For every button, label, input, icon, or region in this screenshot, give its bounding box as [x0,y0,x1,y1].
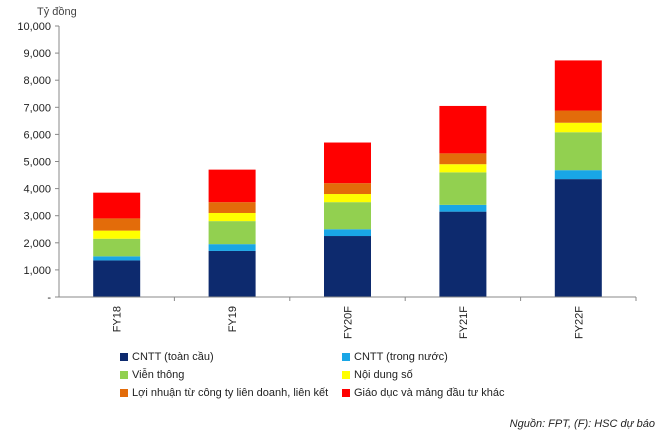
bar-segment [324,202,371,230]
x-tick-label: FY21F [458,306,470,339]
bar-segment [439,153,487,165]
legend-swatch [342,388,350,397]
y-tick-label: 4,000 [23,184,51,196]
legend-swatch [342,352,350,361]
x-tick-label: FY20F [343,306,355,339]
bar-segment [208,202,256,213]
bar-segment [93,218,141,231]
bar-segment [208,221,256,245]
legend-item: Lợi nhuận từ công ty liên doanh, liên kế… [120,385,342,400]
legend: CNTT (toàn cầu) CNTT (trong nước) Viễn thô… [120,349,540,400]
bar-segment [554,132,602,171]
legend-swatch [120,388,128,397]
bar-segment [93,230,141,239]
stacked-bar-chart: Tỷ đồng - 1,000 2,000 3,000 4,000 5,000 6,000 7… [17,6,637,339]
legend-label: Lợi nhuận từ công ty liên doanh, liên kế… [132,386,329,399]
bar-segment [439,172,487,205]
bar-segment [554,122,602,133]
bar-segment [554,170,602,180]
bar-segment [439,204,487,212]
source-note: Nguồn: FPT, (F): HSC dự báo [509,418,655,430]
bar-segment [324,183,371,195]
bar-segment [554,60,602,111]
bar-segment [324,142,371,184]
legend-label: CNTT (toàn cầu) [132,350,214,363]
legend-item: CNTT (trong nước) [342,349,540,364]
legend-swatch [120,370,128,379]
y-tick-label: 6,000 [23,129,51,141]
y-tick-label: 8,000 [23,75,51,87]
bar-segment [554,110,602,123]
legend-item: Nội dung số [342,367,540,382]
bar-segment [324,236,371,297]
legend-swatch [342,370,350,379]
y-axis: - 1,000 2,000 3,000 4,000 5,000 6,000 7,000 8,00… [17,21,60,304]
bar-segment [208,169,256,203]
y-tick-label: - [47,292,51,304]
legend-item: CNTT (toàn cầu) [120,349,342,364]
bar-segment [439,164,487,173]
y-tick-label: 3,000 [23,211,51,223]
x-tick-label: FY18 [112,306,124,332]
bar-segment [208,212,256,222]
bar-segment [208,250,256,297]
bar-segment [439,105,487,154]
y-tick-label: 2,000 [23,238,51,250]
legend-item: Giáo dục và mảng đầu tư khác [342,385,540,400]
x-tick-label: FY22F [573,306,585,339]
y-axis-title: Tỷ đồng [37,6,77,18]
bar-segment [93,260,141,297]
y-tick-label: 7,000 [23,102,51,114]
legend-label: CNTT (trong nước) [354,350,448,363]
y-tick-label: 10,000 [17,21,51,33]
y-tick-label: 9,000 [23,48,51,60]
bars [93,60,602,297]
x-axis: FY18 FY19 FY20F FY21F FY22F [59,296,637,339]
bar-segment [554,179,602,297]
legend-item: Viễn thông [120,367,342,382]
legend-label: Giáo dục và mảng đầu tư khác [354,386,505,399]
y-tick-label: 1,000 [23,265,51,277]
y-tick-label: 5,000 [23,157,51,169]
x-tick-label: FY19 [227,306,239,332]
bar-segment [93,256,141,261]
bar-segment [439,211,487,297]
bar-segment [324,229,371,237]
legend-label: Nội dung số [354,368,413,381]
legend-swatch [120,352,128,361]
bar-segment [93,238,141,257]
bar-segment [93,192,141,219]
legend-label: Viễn thông [132,368,185,381]
bar-segment [324,194,371,203]
bar-segment [208,244,256,251]
